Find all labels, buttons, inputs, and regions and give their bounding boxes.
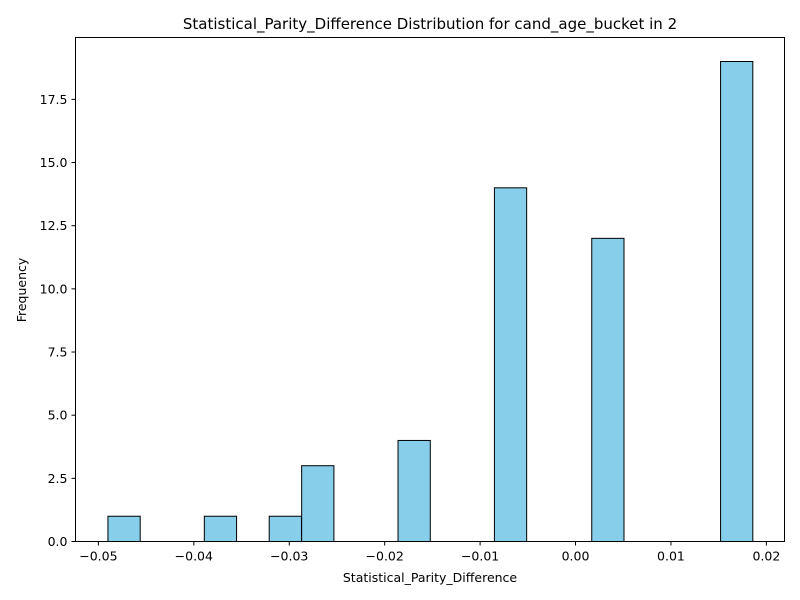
- histogram-bar-1: [203, 515, 238, 542]
- x-tick-label-1: −0.04: [175, 549, 213, 564]
- y-tick-label-2: 5.0: [48, 408, 68, 423]
- y-tick-label-0: 0.0: [48, 534, 68, 549]
- x-tick-label-3: −0.02: [366, 549, 404, 564]
- x-tick-label-6: 0.01: [657, 549, 685, 564]
- y-tick-label-6: 15.0: [40, 155, 68, 170]
- x-tick-label-5: 0.00: [562, 549, 590, 564]
- y-axis: 0.0 2.5 5.0 7.5 10.0 12.5 15.0 17.5: [40, 92, 76, 549]
- histogram-bar-2: [268, 515, 302, 542]
- chart-title: Statistical_Parity_Difference Distributi…: [183, 15, 677, 34]
- x-axis-label: Statistical_Parity_Difference: [343, 570, 518, 585]
- histogram-bar-0: [107, 515, 141, 542]
- bars-group: [107, 61, 754, 543]
- y-tick-label-3: 7.5: [48, 345, 68, 360]
- histogram-bar-3: [301, 465, 335, 543]
- y-tick-label-1: 2.5: [48, 471, 68, 486]
- histogram-bar-4: [397, 439, 431, 542]
- histogram-bar-6: [591, 237, 625, 542]
- x-tick-label-7: 0.02: [752, 549, 780, 564]
- x-axis: −0.05 −0.04 −0.03 −0.02 −0.01 0.00 0.01 0.02: [79, 541, 780, 564]
- x-tick-label-0: −0.05: [79, 549, 117, 564]
- y-tick-label-7: 17.5: [40, 92, 68, 107]
- y-axis-label: Frequency: [14, 257, 29, 322]
- y-tick-label-5: 12.5: [40, 218, 68, 233]
- plot-frame: [75, 37, 785, 542]
- histogram-bar-7: [720, 61, 754, 542]
- histogram-bar-5: [493, 187, 528, 542]
- y-tick-label-4: 10.0: [40, 281, 68, 296]
- x-tick-label-4: −0.01: [461, 549, 499, 564]
- x-tick-label-2: −0.03: [270, 549, 308, 564]
